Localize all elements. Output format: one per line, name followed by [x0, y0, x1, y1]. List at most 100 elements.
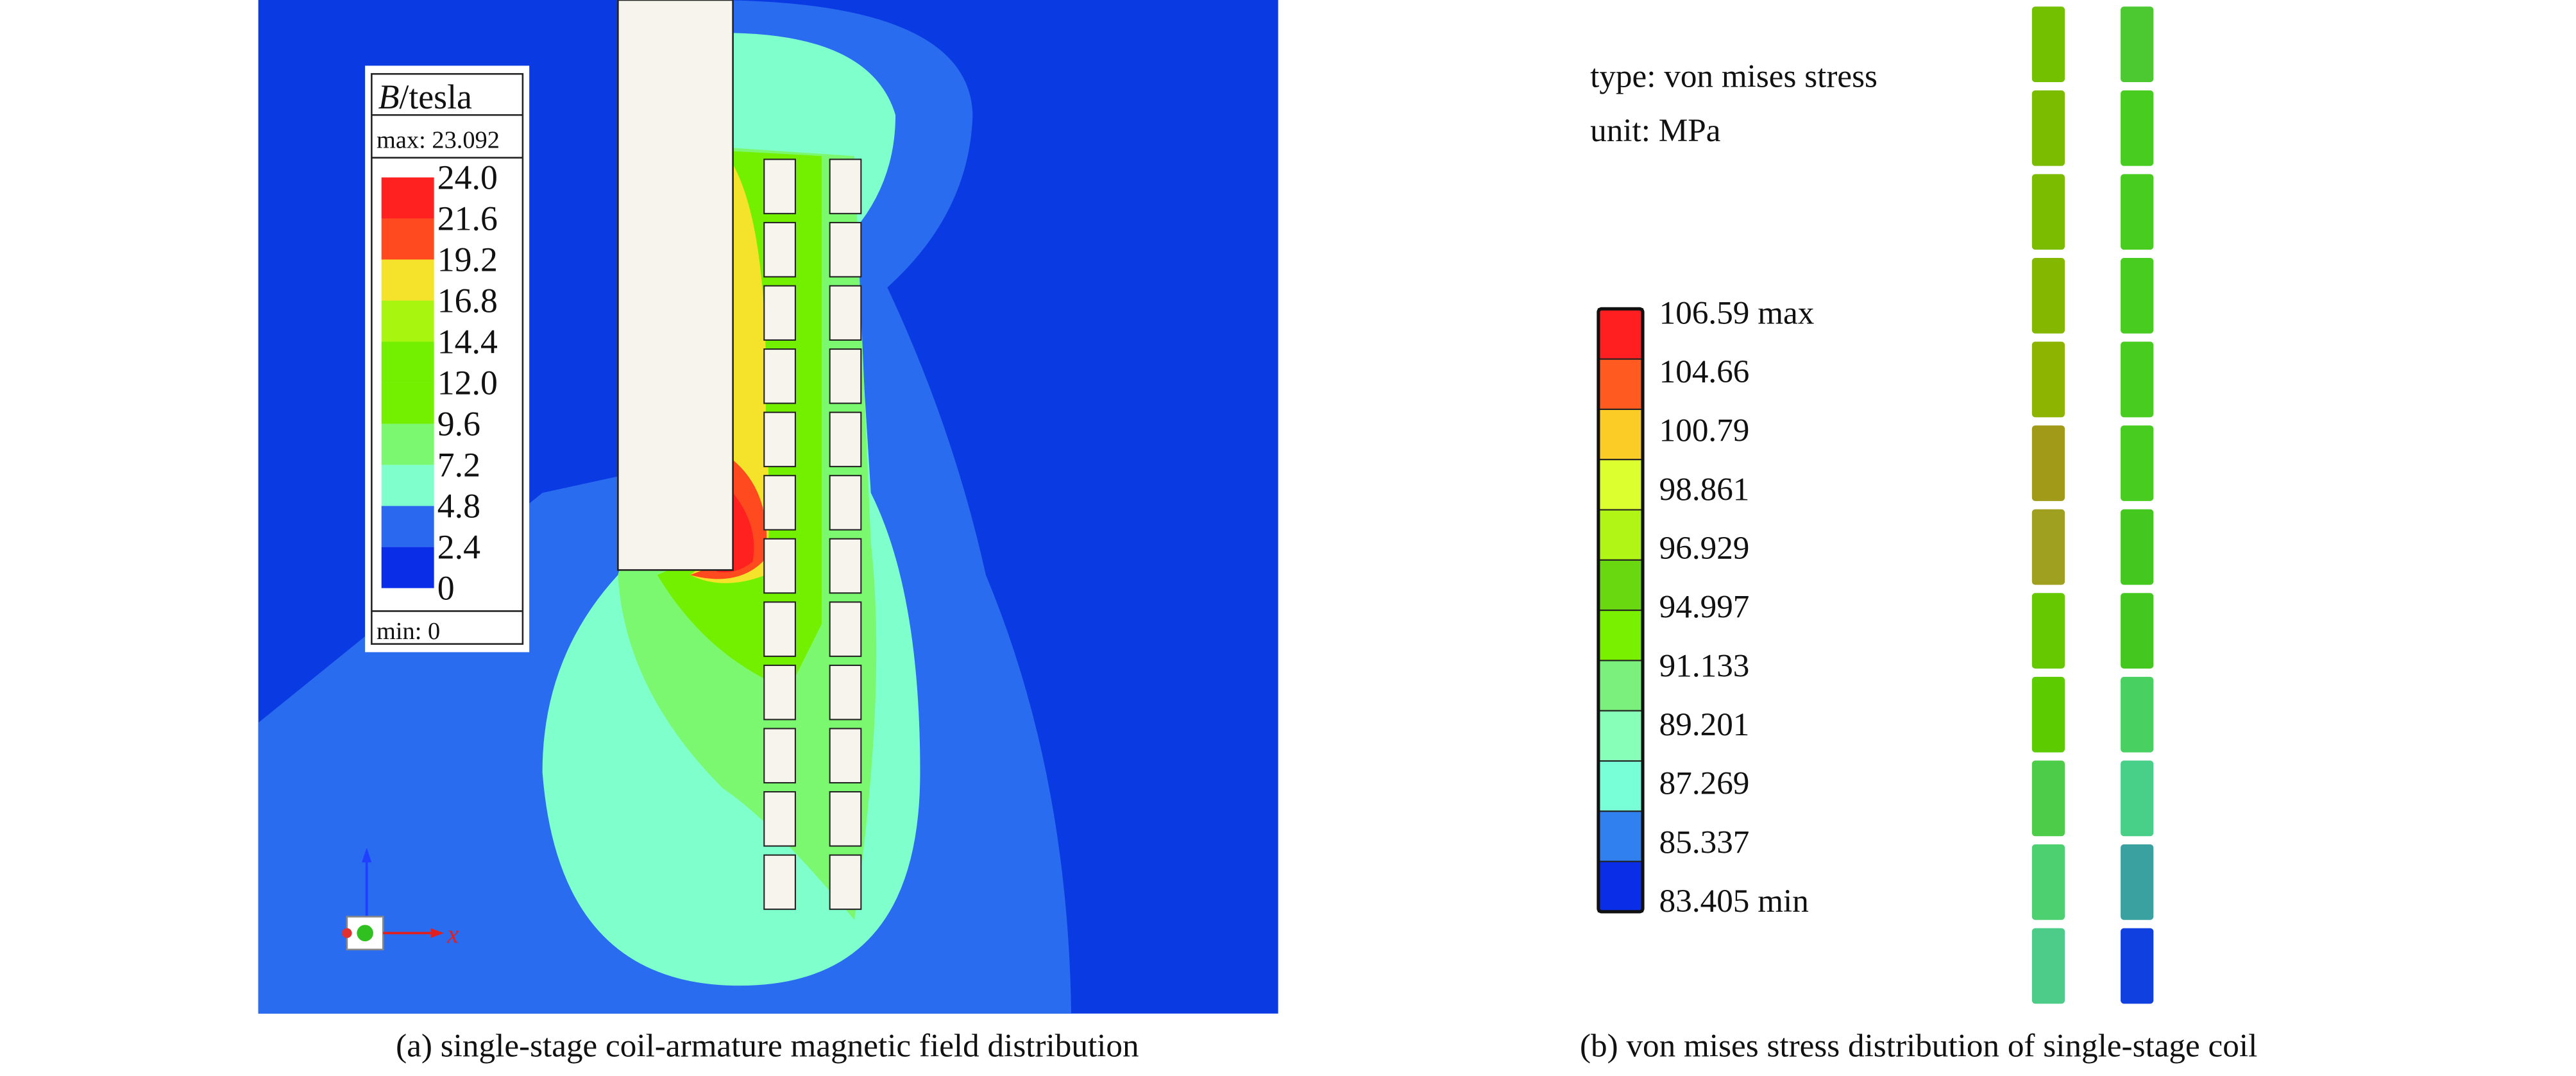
coil-block [829, 348, 862, 404]
legend-label: 94.997 [1659, 589, 1750, 626]
legend-label: 100.79 [1659, 413, 1750, 449]
legend-label: 89.201 [1659, 706, 1750, 743]
legend-label: 98.861 [1659, 471, 1750, 508]
svg-text:B/tesla: B/tesla [378, 78, 472, 116]
legend-band [1597, 459, 1644, 511]
stress-block-left [2031, 509, 2065, 585]
type-label: type: von mises stress [1590, 58, 1877, 95]
stress-block-left [2031, 425, 2065, 501]
legend-band [381, 177, 434, 219]
stress-block-left [2031, 844, 2065, 920]
stress-block-right [2121, 257, 2154, 334]
legend-label: 85.337 [1659, 824, 1750, 860]
legend-label: 12.0 [437, 363, 498, 402]
legend-band [381, 259, 434, 301]
legend-label: 0 [437, 569, 455, 608]
legend-band [1597, 559, 1644, 611]
axis-triad-icon: x [342, 848, 459, 951]
coil-block [763, 854, 796, 910]
stress-block-left [2031, 593, 2065, 669]
legend-label: 91.133 [1659, 647, 1750, 684]
legend-label: 9.6 [437, 404, 480, 443]
legend-band [1597, 710, 1644, 762]
coil-block [829, 411, 862, 468]
legend-band [1597, 408, 1644, 461]
legend-band [381, 547, 434, 588]
legend-band [381, 382, 434, 424]
legend-band [381, 506, 434, 547]
legend-label: 7.2 [437, 445, 480, 484]
stress-block-left [2031, 257, 2065, 334]
legend-label: 87.269 [1659, 765, 1750, 802]
coil-block [829, 158, 862, 214]
stress-block-right [2121, 341, 2154, 418]
stress-block-right [2121, 6, 2154, 83]
legend-label: 83.405 min [1659, 883, 1809, 919]
coil-block [829, 664, 862, 721]
stress-legend: 106.59 max 104.66 100.79 98.861 96.929 94.997… [1597, 295, 1815, 919]
coil-block [763, 221, 796, 278]
coil-block [763, 664, 796, 721]
legend-label: 96.929 [1659, 530, 1750, 567]
legend-band [381, 218, 434, 260]
stress-block-right [2121, 844, 2154, 920]
coil-block [829, 791, 862, 847]
legend-label: 14.4 [437, 322, 498, 361]
stress-block-left [2031, 341, 2065, 418]
unit-label: unit: MPa [1590, 112, 1721, 149]
legend-band [1597, 810, 1644, 862]
stress-block-right [2121, 593, 2154, 669]
legend-label: 21.6 [437, 199, 498, 237]
stress-block-left [2031, 760, 2065, 837]
legend-band [1597, 860, 1644, 912]
coil-block [829, 601, 862, 657]
coil-block [829, 854, 862, 910]
magnetic-field-plot: B/tesla max: 23.092 24.021.619.216.814.4… [258, 0, 1278, 1014]
caption-b: (b) von mises stress distribution of sin… [1580, 1027, 2257, 1064]
coil-block [829, 285, 862, 341]
stress-block-right [2121, 676, 2154, 753]
legend-max: max: 23.092 [377, 126, 500, 153]
legend-band [381, 423, 434, 465]
coil-block [763, 601, 796, 657]
stress-block-right [2121, 425, 2154, 501]
legend-band [381, 300, 434, 342]
legend-label: 104.66 [1659, 354, 1750, 390]
legend-label: 24.0 [437, 158, 498, 196]
legend-label: 106.59 max [1659, 295, 1815, 331]
coil-block [763, 158, 796, 214]
legend-band [1597, 610, 1644, 662]
legend-label: 2.4 [437, 528, 480, 567]
caption-a: (a) single-stage coil-armature magnetic … [396, 1027, 1139, 1064]
coil-block [829, 728, 862, 784]
legend-label: 4.8 [437, 486, 480, 525]
legend-band [381, 341, 434, 383]
coil-block [829, 221, 862, 278]
legend-band [1597, 358, 1644, 410]
legend-min: min: 0 [377, 618, 440, 645]
coil-block [763, 475, 796, 531]
stress-block-right [2121, 509, 2154, 585]
stress-coil-blocks [2031, 6, 2154, 1004]
stress-block-right [2121, 174, 2154, 250]
coil-block [829, 538, 862, 594]
coil-block [763, 411, 796, 468]
coil-block [763, 728, 796, 784]
legend-symbol: B [378, 78, 400, 116]
legend-band [1597, 308, 1644, 360]
stress-block-left [2031, 174, 2065, 250]
axis-x-label: x [446, 919, 459, 949]
legend-label: 16.8 [437, 281, 498, 320]
coil-block [763, 348, 796, 404]
legend-unit: /tesla [399, 78, 472, 116]
legend-band [1597, 509, 1644, 561]
stress-block-left [2031, 676, 2065, 753]
coil-block [763, 285, 796, 341]
armature-core [617, 0, 734, 571]
stress-block-right [2121, 90, 2154, 166]
stress-block-left [2031, 928, 2065, 1004]
legend-band [381, 465, 434, 506]
coil-block [763, 791, 796, 847]
legend-label: 19.2 [437, 240, 498, 278]
